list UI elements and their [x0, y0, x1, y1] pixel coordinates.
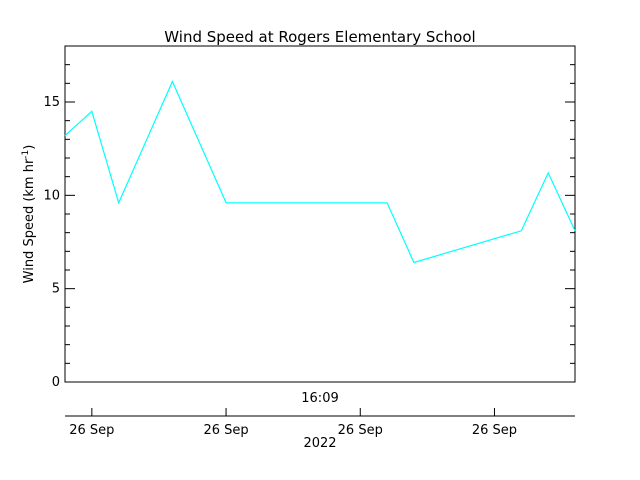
y-axis-label: Wind Speed (km hr-1)	[21, 145, 37, 284]
x-tick-label: 26 Sep	[338, 423, 383, 438]
y-tick-label: 10	[43, 188, 60, 203]
series-group	[64, 80, 576, 264]
y-tick-label: 15	[43, 95, 60, 110]
x-tick-label: 26 Sep	[69, 423, 114, 438]
y-axis: 0 5 10 15	[43, 45, 575, 390]
x-tick-label: 26 Sep	[203, 423, 248, 438]
plot-frame	[64, 45, 576, 383]
y-tick-label: 5	[52, 282, 60, 297]
y-axis-label-main: Wind Speed (km hr	[22, 158, 37, 283]
x-tick-label: 26 Sep	[472, 423, 517, 438]
y-axis-label-close: )	[22, 145, 37, 150]
y-axis-label-sup: -1	[21, 150, 31, 159]
y-tick-label: 0	[52, 375, 60, 390]
chart-title: Wind Speed at Rogers Elementary School	[164, 28, 475, 46]
x-time-label: 16:09	[301, 391, 338, 406]
x-axis: 26 Sep 26 Sep 26 Sep 26 Sep	[69, 408, 517, 438]
wind-speed-line	[64, 80, 576, 264]
x-axis-year-label: 2022	[303, 436, 336, 451]
